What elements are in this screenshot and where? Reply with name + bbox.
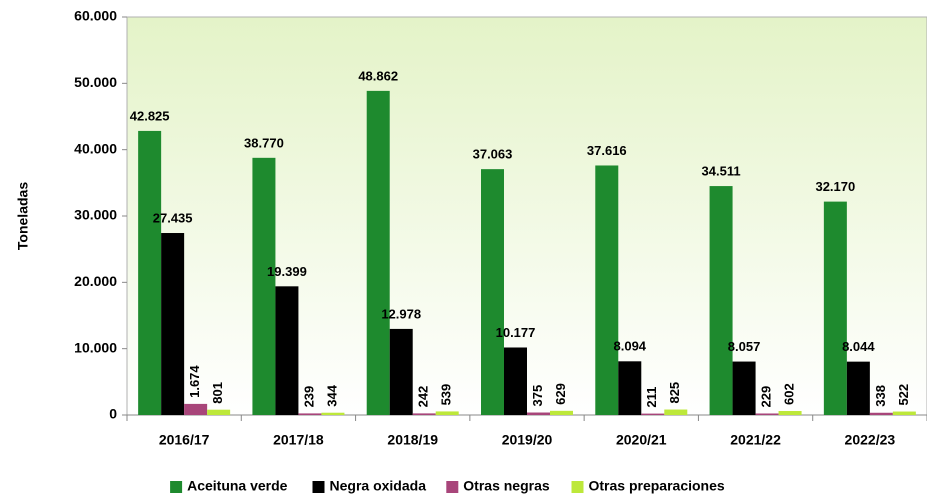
legend-label: Otras preparaciones	[589, 478, 725, 494]
value-label: 338	[873, 385, 888, 407]
bar	[892, 411, 916, 415]
x-tick-label: 2022/23	[845, 432, 896, 448]
legend-swatch	[571, 481, 584, 493]
bar	[366, 90, 390, 415]
bar	[618, 361, 642, 415]
y-axis-label: Toneladas	[15, 182, 31, 250]
y-tick-label: 40.000	[74, 140, 117, 156]
legend-label: Negra oxidada	[330, 478, 427, 494]
value-label: 8.044	[842, 339, 875, 354]
value-label: 48.862	[358, 68, 398, 83]
y-tick-label: 30.000	[74, 207, 117, 223]
bar	[732, 361, 756, 415]
x-tick-label: 2020/21	[616, 432, 667, 448]
bar	[298, 413, 322, 415]
value-label: 19.399	[267, 264, 307, 279]
value-label: 602	[782, 383, 797, 405]
value-label: 8.057	[728, 339, 761, 354]
value-label: 522	[896, 384, 911, 406]
value-label: 42.825	[130, 108, 170, 123]
bar	[321, 412, 345, 415]
x-tick-label: 2017/18	[273, 432, 324, 448]
bar	[138, 130, 162, 416]
value-label: 27.435	[153, 210, 193, 225]
y-tick-label: 50.000	[74, 74, 117, 90]
legend-swatch	[312, 481, 325, 493]
value-label: 239	[301, 386, 316, 408]
x-tick-label: 2016/17	[159, 432, 210, 448]
bar	[207, 409, 231, 415]
x-tick-label: 2019/20	[502, 432, 553, 448]
value-label: 38.770	[244, 135, 284, 150]
value-label: 801	[210, 382, 225, 404]
value-label: 211	[644, 387, 659, 408]
value-label: 629	[553, 383, 568, 405]
value-label: 242	[416, 386, 431, 408]
bar	[869, 412, 893, 415]
x-tick-label: 2021/22	[730, 432, 781, 448]
bar	[664, 409, 688, 415]
bar	[595, 165, 619, 415]
legend-label: Aceituna verde	[187, 478, 288, 494]
legend-label: Otras negras	[463, 478, 550, 494]
bar	[846, 361, 870, 415]
value-label: 34.511	[702, 164, 741, 179]
bar	[252, 157, 276, 415]
bar	[389, 328, 413, 415]
y-tick-label: 10.000	[74, 339, 117, 355]
bar	[778, 411, 802, 415]
bar	[527, 412, 550, 415]
bar	[275, 286, 299, 415]
x-tick-label: 2018/19	[387, 432, 438, 448]
value-label: 8.094	[614, 339, 647, 354]
value-label: 825	[667, 382, 682, 404]
legend-swatch	[170, 481, 183, 493]
y-tick-label: 20.000	[74, 273, 117, 289]
bar	[641, 413, 665, 415]
value-label: 344	[324, 384, 339, 406]
bar	[823, 201, 847, 415]
value-label: 375	[530, 385, 545, 407]
value-label: 1.674	[187, 365, 202, 398]
bar	[550, 410, 573, 415]
bar	[709, 186, 733, 415]
value-label: 12.978	[381, 306, 421, 321]
value-label: 10.177	[496, 325, 536, 340]
bar	[481, 169, 504, 415]
value-label: 37.616	[587, 143, 627, 158]
bar	[412, 413, 436, 415]
y-tick-label: 0	[109, 406, 117, 422]
value-label: 37.063	[473, 147, 513, 162]
value-label: 229	[759, 386, 774, 408]
legend-swatch	[446, 481, 459, 493]
bar	[755, 413, 779, 415]
bar	[184, 403, 208, 415]
bar	[435, 411, 459, 415]
bar	[504, 347, 527, 415]
bar	[161, 233, 185, 415]
value-label: 32.170	[815, 179, 855, 194]
y-tick-label: 60.000	[74, 8, 117, 24]
value-label: 539	[439, 384, 454, 406]
